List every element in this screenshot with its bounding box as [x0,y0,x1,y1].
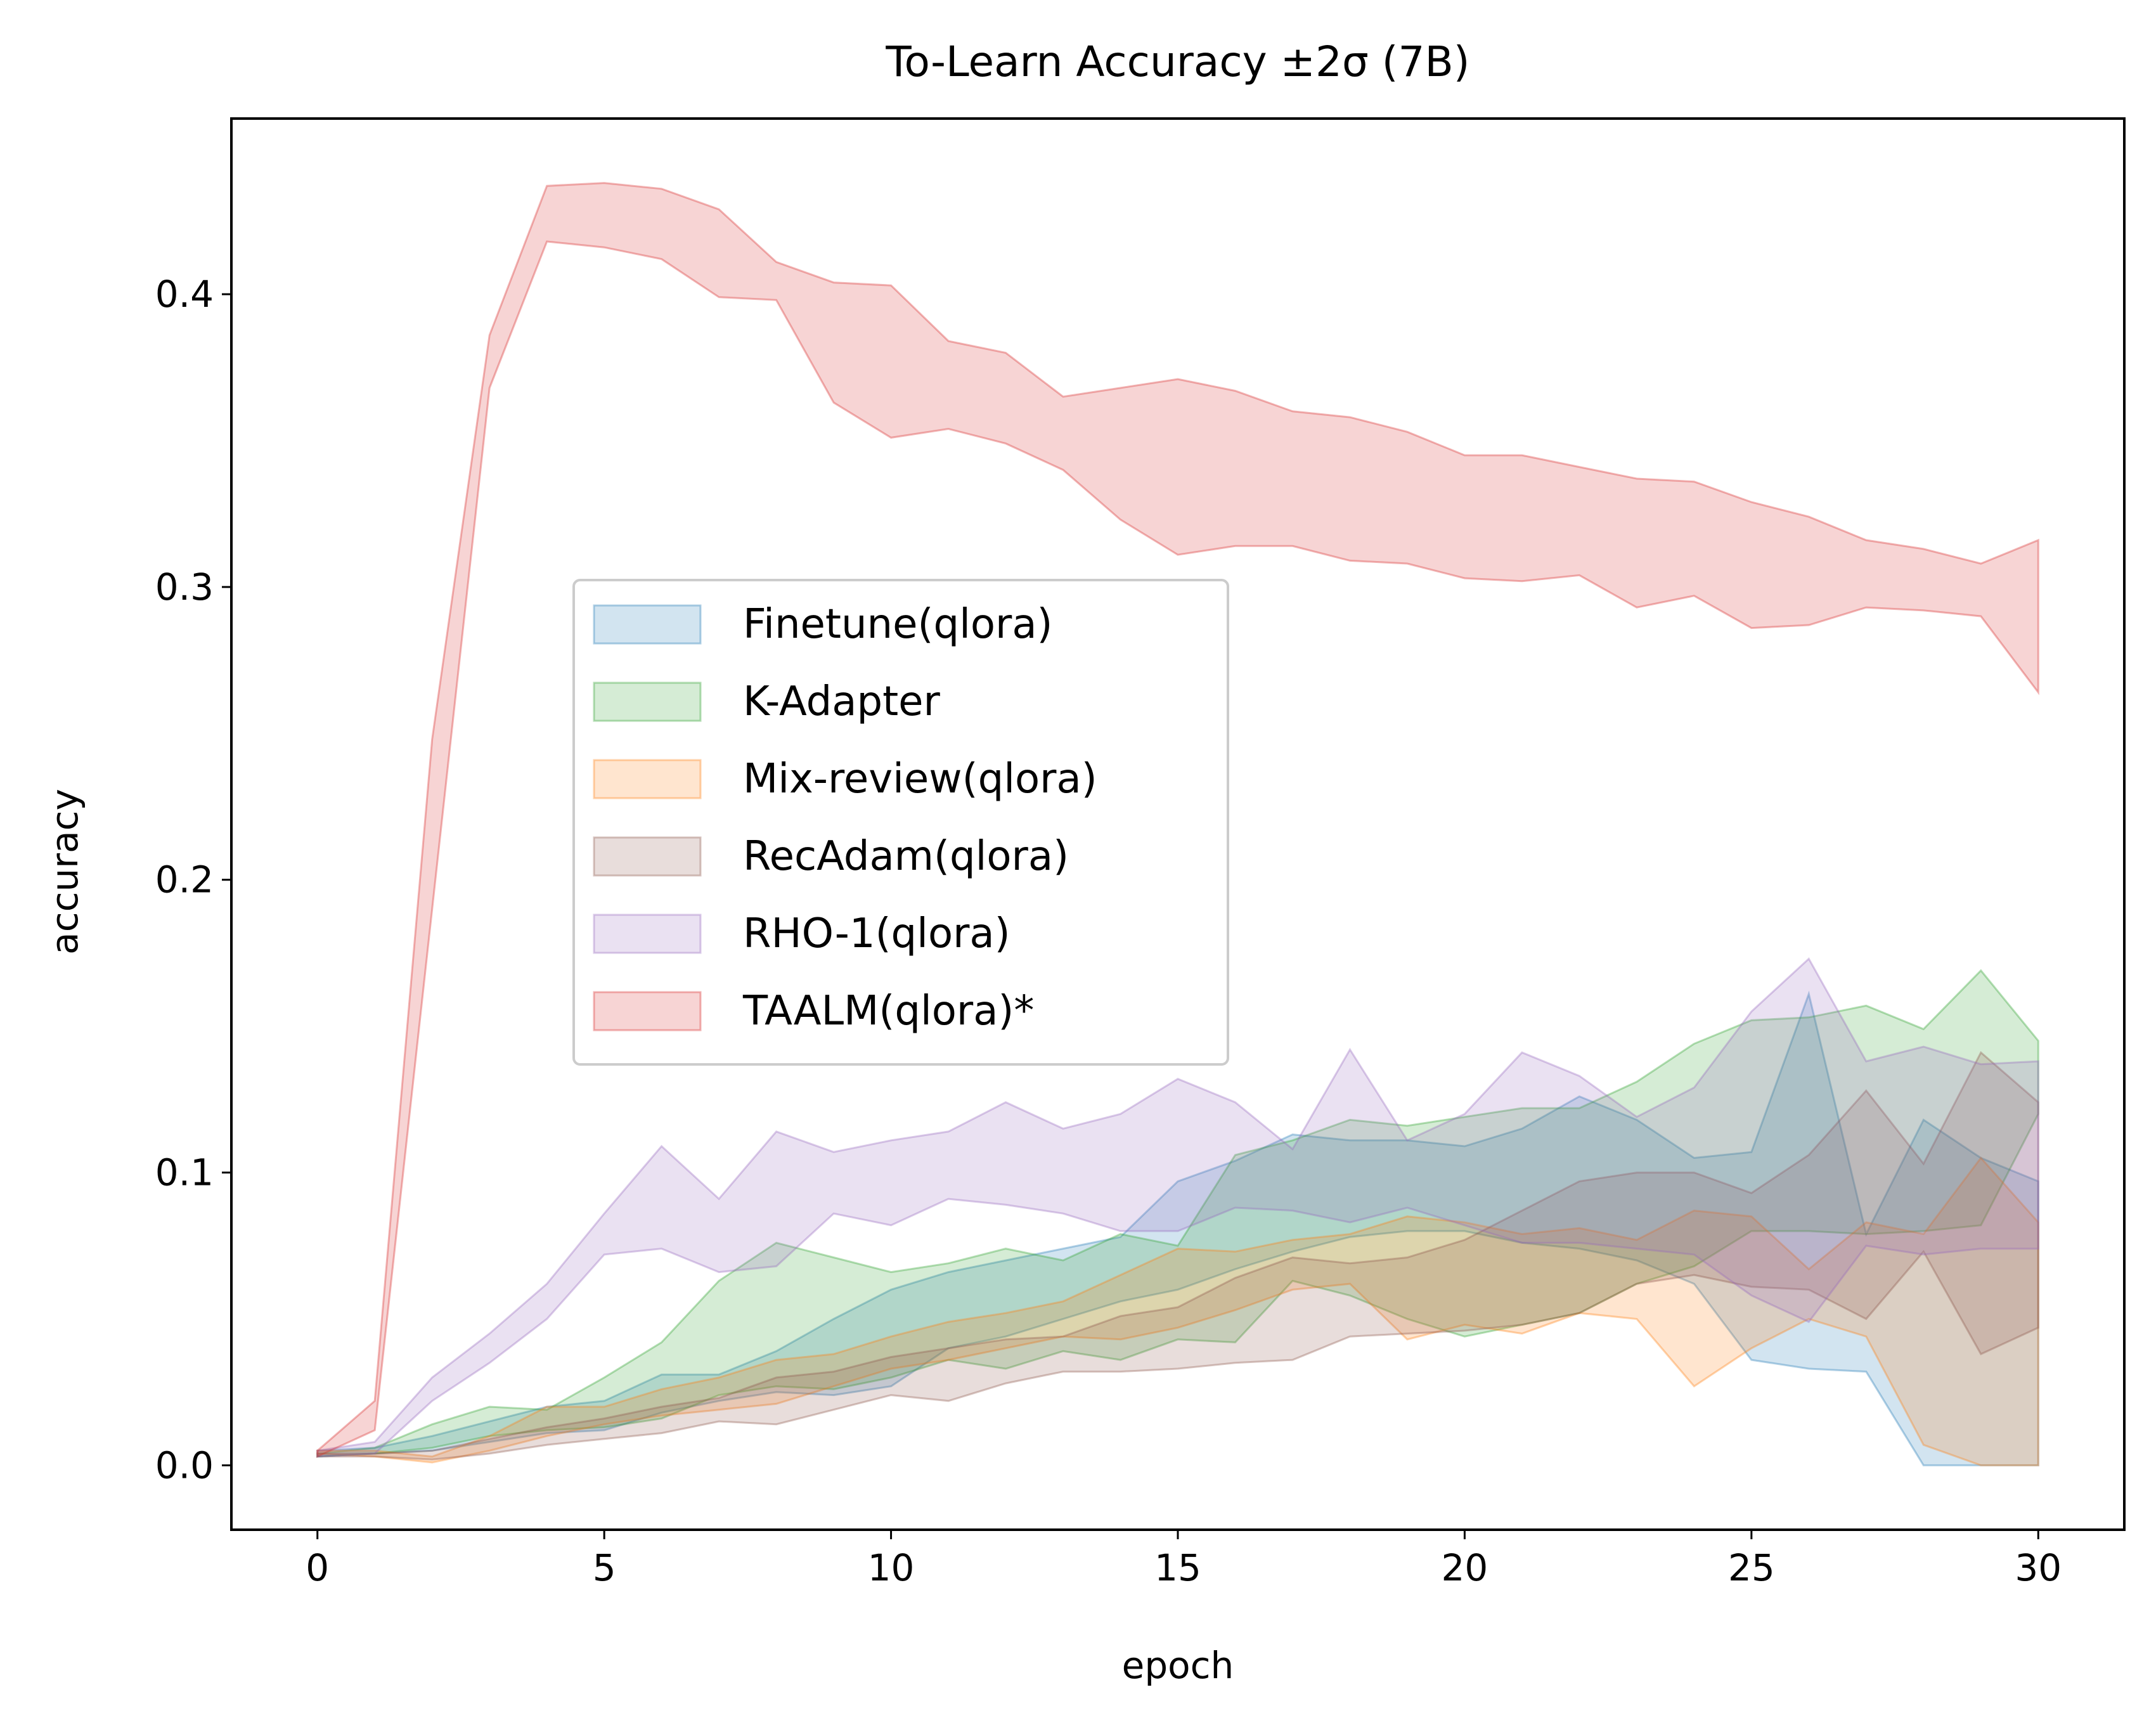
legend-label: Mix-review(qlora) [743,756,1097,803]
series-band-5 [316,957,2039,1458]
x-tick-label: 25 [1728,1546,1775,1589]
x-tick-label: 15 [1154,1546,1201,1589]
x-axis-label: epoch [1122,1644,1234,1687]
x-tick-label: 20 [1442,1546,1488,1589]
legend-swatch [593,836,702,877]
series-band-4 [316,1050,2039,1461]
legend-label: RHO-1(qlora) [743,910,1010,957]
legend-label: RecAdam(qlora) [743,833,1069,880]
legend-label: Finetune(qlora) [743,601,1053,648]
series-bands [316,182,2039,1466]
x-tick-label: 10 [868,1546,915,1589]
legend-swatch [593,759,702,799]
x-tick-label: 5 [593,1546,616,1589]
chart-title: To-Learn Accuracy ±2σ (7B) [885,37,1469,86]
legend-box [572,579,1229,1066]
axis-ticks: 0 5 10 15 20 25 30 0.0 0.1 0.2 0.3 0.4 [155,273,2062,1589]
plot-frame [230,117,2126,1531]
legend: Finetune(qlora) K-Adapter Mix-review(qlora… [572,579,1229,1066]
x-tick-label: 0 [306,1546,329,1589]
y-tick-label: 0.1 [155,1151,214,1194]
series-band-2 [316,969,2039,1458]
series-band-3 [316,1156,2039,1466]
legend-label: TAALM(qlora)* [742,988,1034,1035]
legend-swatch [593,682,702,722]
y-tick-label: 0.3 [155,565,214,609]
y-tick-label: 0.2 [155,858,214,901]
series-band-6 [316,182,2039,1458]
legend-swatch [593,991,702,1031]
y-tick-label: 0.0 [155,1444,214,1487]
x-tick-label: 30 [2015,1546,2062,1589]
legend-swatch [593,604,702,645]
y-axis-label: accuracy [43,789,86,955]
legend-swatch [593,914,702,954]
y-tick-label: 0.4 [155,273,214,316]
series-band-1 [316,990,2039,1466]
legend-label: K-Adapter [743,678,941,725]
